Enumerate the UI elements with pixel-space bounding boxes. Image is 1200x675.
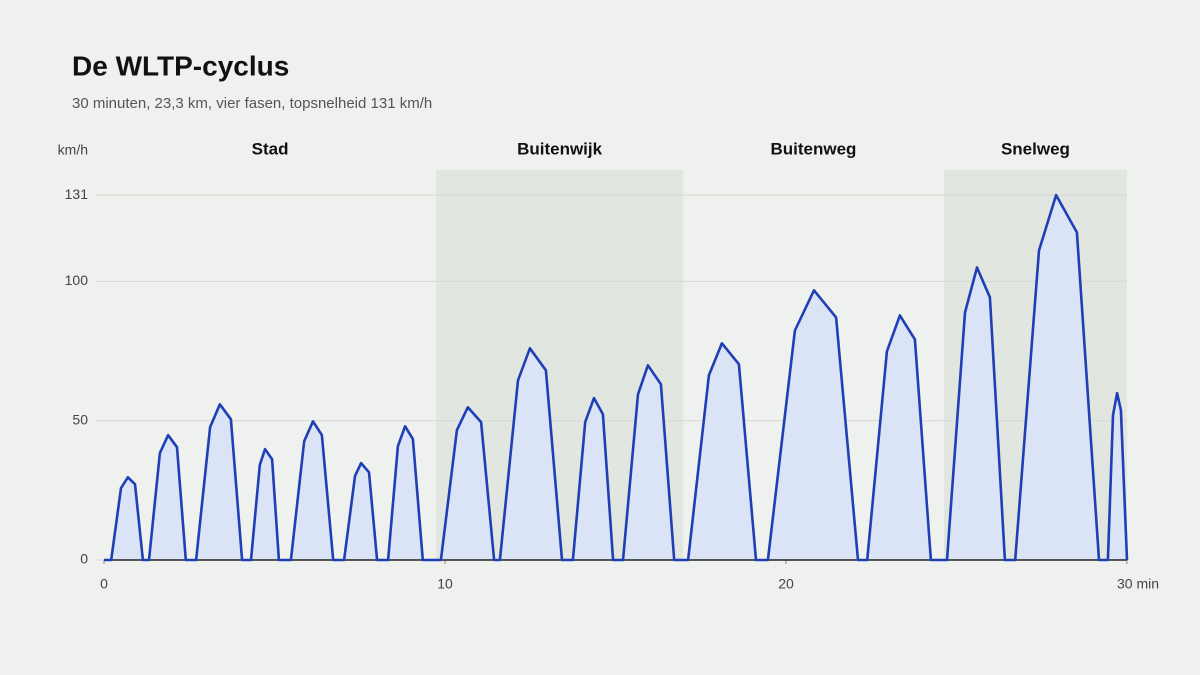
x-tick-label: 10 (437, 576, 453, 592)
phase-label: Snelweg (1001, 139, 1070, 158)
phase-label: Buitenwijk (517, 139, 603, 158)
chart-title: De WLTP-cyclus (72, 50, 289, 81)
y-tick-label: 0 (80, 551, 88, 567)
phase-label: Buitenweg (770, 139, 856, 158)
y-tick-label: 100 (65, 272, 89, 288)
x-tick-label: 30 min (1117, 576, 1159, 592)
x-tick-label: 20 (778, 576, 794, 592)
x-tick-label: 0 (100, 576, 108, 592)
chart-subtitle: 30 minuten, 23,3 km, vier fasen, topsnel… (72, 95, 432, 112)
phase-label: Stad (252, 139, 289, 158)
y-tick-label: 131 (65, 186, 89, 202)
line (104, 193, 1129, 562)
y-axis-label: km/h (58, 142, 88, 158)
y-tick-label: 50 (72, 411, 88, 427)
